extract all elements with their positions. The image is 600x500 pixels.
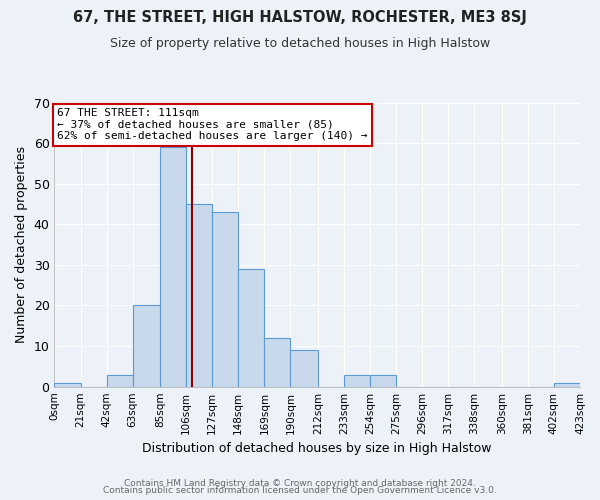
Bar bbox=[554, 382, 580, 386]
Bar bbox=[107, 374, 133, 386]
Text: Contains HM Land Registry data © Crown copyright and database right 2024.: Contains HM Land Registry data © Crown c… bbox=[124, 478, 476, 488]
Bar bbox=[212, 212, 238, 386]
Bar bbox=[344, 374, 370, 386]
Bar bbox=[55, 382, 80, 386]
Bar bbox=[160, 147, 186, 386]
Text: Size of property relative to detached houses in High Halstow: Size of property relative to detached ho… bbox=[110, 38, 490, 51]
Y-axis label: Number of detached properties: Number of detached properties bbox=[15, 146, 28, 343]
Bar bbox=[238, 269, 265, 386]
X-axis label: Distribution of detached houses by size in High Halstow: Distribution of detached houses by size … bbox=[142, 442, 492, 455]
Text: 67 THE STREET: 111sqm
← 37% of detached houses are smaller (85)
62% of semi-deta: 67 THE STREET: 111sqm ← 37% of detached … bbox=[57, 108, 368, 142]
Text: Contains public sector information licensed under the Open Government Licence v3: Contains public sector information licen… bbox=[103, 486, 497, 495]
Bar bbox=[290, 350, 318, 387]
Bar bbox=[133, 306, 160, 386]
Bar bbox=[265, 338, 290, 386]
Bar bbox=[186, 204, 212, 386]
Bar bbox=[370, 374, 396, 386]
Text: 67, THE STREET, HIGH HALSTOW, ROCHESTER, ME3 8SJ: 67, THE STREET, HIGH HALSTOW, ROCHESTER,… bbox=[73, 10, 527, 25]
